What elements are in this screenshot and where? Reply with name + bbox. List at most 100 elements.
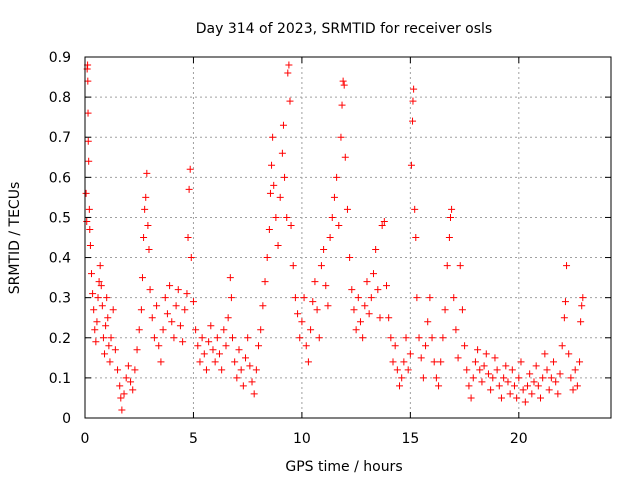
- y-tick-label: 0.6: [49, 170, 71, 186]
- data-point: [296, 334, 304, 342]
- data-point: [279, 121, 287, 129]
- data-point: [176, 322, 184, 330]
- data-point: [504, 378, 512, 386]
- y-tick-label: 0.4: [49, 251, 71, 267]
- data-point: [412, 234, 420, 241]
- data-point: [393, 366, 401, 374]
- data-point: [143, 169, 151, 177]
- data-point: [400, 358, 408, 366]
- data-point: [385, 314, 393, 322]
- data-point: [320, 246, 328, 254]
- data-point: [338, 101, 346, 109]
- y-tick-label: 0.8: [49, 90, 71, 106]
- data-point: [284, 69, 292, 77]
- data-point: [106, 358, 114, 366]
- data-point: [259, 302, 267, 310]
- data-point: [389, 358, 397, 366]
- data-point: [419, 374, 427, 382]
- data-point: [339, 77, 347, 85]
- data-point: [140, 234, 148, 241]
- data-point: [179, 338, 187, 346]
- data-point: [556, 370, 564, 378]
- data-point: [257, 326, 265, 334]
- data-point: [278, 149, 286, 157]
- data-point: [340, 81, 348, 89]
- data-point: [97, 282, 105, 290]
- data-point: [268, 161, 276, 169]
- data-point: [137, 306, 145, 314]
- data-point: [573, 382, 581, 390]
- data-point: [474, 346, 482, 354]
- data-point: [517, 358, 525, 366]
- data-point: [89, 290, 97, 298]
- data-point: [508, 366, 516, 374]
- data-point: [317, 262, 325, 270]
- data-point: [226, 274, 234, 282]
- x-tick-label: 10: [293, 431, 311, 447]
- y-tick-label: 0: [62, 411, 71, 427]
- axis-ticks: 0 0.1 0.2 0.3 0.4 0.5 0.6 0.7 0.8 0.9 0 5 10 15 20: [49, 50, 611, 447]
- data-point: [222, 342, 230, 350]
- data-point: [446, 213, 454, 221]
- data-point: [439, 334, 447, 342]
- data-point: [298, 318, 306, 326]
- data-point: [484, 370, 492, 378]
- data-point: [552, 378, 560, 386]
- data-point: [124, 362, 132, 370]
- data-point: [192, 326, 200, 334]
- data-point: [98, 302, 106, 310]
- data-point: [528, 390, 536, 398]
- data-point: [417, 354, 425, 362]
- data-point: [166, 282, 174, 290]
- data-point: [263, 254, 271, 262]
- data-point: [452, 326, 460, 334]
- data-point: [480, 362, 488, 370]
- data-point: [233, 374, 241, 382]
- data-point: [519, 386, 527, 394]
- data-point: [114, 366, 122, 374]
- data-point: [402, 334, 410, 342]
- data-point: [85, 157, 93, 165]
- data-point: [163, 310, 171, 318]
- data-point: [337, 133, 345, 141]
- data-point: [101, 350, 109, 358]
- data-point: [391, 342, 399, 350]
- x-axis-label: GPS time / hours: [285, 459, 402, 475]
- data-point: [579, 294, 587, 302]
- data-point: [150, 334, 158, 342]
- data-point: [109, 306, 117, 314]
- data-point: [578, 302, 586, 310]
- data-point: [326, 234, 334, 241]
- data-point: [200, 350, 208, 358]
- data-point: [367, 294, 375, 302]
- data-point: [157, 358, 165, 366]
- data-point: [159, 326, 167, 334]
- data-point: [424, 318, 432, 326]
- data-point: [348, 286, 356, 294]
- data-point: [270, 181, 278, 189]
- data-point: [170, 334, 178, 342]
- data-point: [198, 334, 206, 342]
- data-point: [102, 322, 110, 330]
- data-point: [346, 254, 354, 262]
- data-point: [328, 213, 336, 221]
- data-point: [84, 109, 92, 117]
- data-point: [426, 294, 434, 302]
- data-point: [224, 314, 232, 322]
- data-point: [441, 306, 449, 314]
- x-tick-label: 5: [189, 431, 198, 447]
- data-point: [145, 246, 153, 254]
- y-tick-label: 0.7: [49, 130, 71, 146]
- data-point: [569, 386, 577, 394]
- data-point: [543, 366, 551, 374]
- data-point: [571, 366, 579, 374]
- data-point: [361, 302, 369, 310]
- data-point: [269, 133, 277, 141]
- data-point: [129, 386, 137, 394]
- data-point: [445, 234, 453, 241]
- data-point: [94, 294, 102, 302]
- x-tick-label: 15: [401, 431, 419, 447]
- data-point: [307, 326, 315, 334]
- data-point: [567, 374, 575, 382]
